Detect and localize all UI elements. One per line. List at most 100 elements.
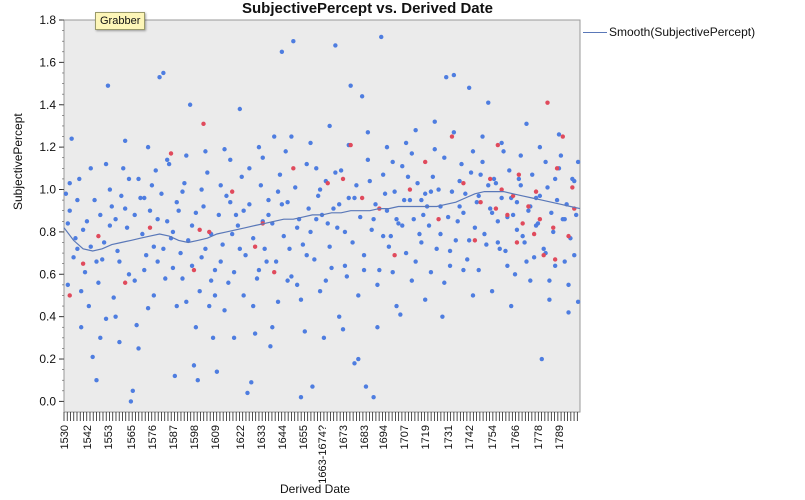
data-point [470,149,476,154]
data-point-highlighted [533,189,539,194]
data-point [405,174,411,179]
data-point [90,354,95,360]
data-point [222,147,227,152]
x-tick-label: 1731 [443,425,455,449]
data-point [155,216,160,222]
data-point [109,204,114,209]
data-point-highlighted [80,261,86,266]
data-point [457,204,462,209]
data-point [105,83,111,88]
data-point [199,255,204,260]
data-point [132,278,137,283]
data-point [392,189,397,194]
data-point [237,246,243,252]
data-point [371,394,376,400]
data-point [459,161,464,167]
data-point-highlighted [291,166,296,171]
data-point [380,233,386,239]
data-point [191,363,197,368]
data-point [371,216,376,222]
legend[interactable]: Smooth(SubjectivePercept) [583,24,755,40]
data-point [224,193,229,199]
data-point [314,166,319,171]
data-point [205,170,210,175]
data-point [503,248,508,254]
data-point-highlighted [122,280,128,285]
data-point [216,212,221,218]
data-point [222,308,227,313]
data-point [547,297,552,302]
data-point-highlighted [505,212,510,218]
data-point [365,157,371,163]
data-point [293,185,298,190]
data-point [413,127,418,133]
data-point [438,231,443,237]
data-point [342,263,348,268]
data-point [174,200,179,205]
data-point [203,149,208,154]
data-point [549,210,554,216]
data-point [266,212,271,218]
data-point [241,208,246,213]
data-point [522,240,527,245]
data-point [386,244,392,249]
data-point [306,206,311,211]
data-point [466,85,472,91]
data-point [180,189,185,194]
y-tick-label: 0.2 [39,352,56,366]
data-point [199,187,204,192]
data-point-highlighted [340,176,346,182]
data-point [88,244,93,249]
data-point [117,259,122,264]
data-point [514,227,520,232]
data-point [130,388,135,394]
data-point [157,75,162,80]
data-point [575,299,581,305]
data-point [291,38,296,44]
data-point [552,176,558,182]
data-point [428,269,434,275]
x-tick-label: 1754 [487,425,499,449]
data-point [304,253,309,258]
data-point [254,276,260,281]
data-point [65,221,71,226]
data-point [447,263,453,268]
data-point [86,303,92,309]
data-point [444,75,449,80]
y-tick-label: 0.4 [39,310,56,324]
y-tick-label: 0.6 [39,267,56,281]
data-point [323,278,329,283]
data-point-highlighted [96,233,101,239]
data-point [264,259,269,264]
data-point [472,225,478,230]
data-point [184,299,189,305]
data-point [289,274,294,279]
data-point [440,314,445,319]
data-point [136,176,141,182]
data-point [77,176,82,182]
x-axis-label: Derived Date [279,482,351,496]
x-tick-label: 1742 [464,425,476,449]
data-point [203,246,208,252]
data-point [285,278,290,283]
data-point-highlighted [493,206,499,211]
data-point [562,259,567,264]
y-tick-label: 1.4 [39,98,56,112]
data-point [281,233,286,239]
data-point [145,305,151,311]
data-point [279,49,285,54]
x-tick-label: 1565 [126,425,138,449]
data-point [308,229,313,235]
data-point [107,223,113,228]
data-point [312,257,317,262]
x-tick-label: 1683 [359,425,371,449]
data-point [375,325,380,330]
x-tick-label: 1633 [256,425,268,449]
data-points [63,34,581,404]
data-point [166,161,172,167]
data-point [159,191,164,196]
data-point-highlighted [168,151,174,156]
y-tick-label: 0.0 [39,394,56,408]
data-point [403,250,409,256]
